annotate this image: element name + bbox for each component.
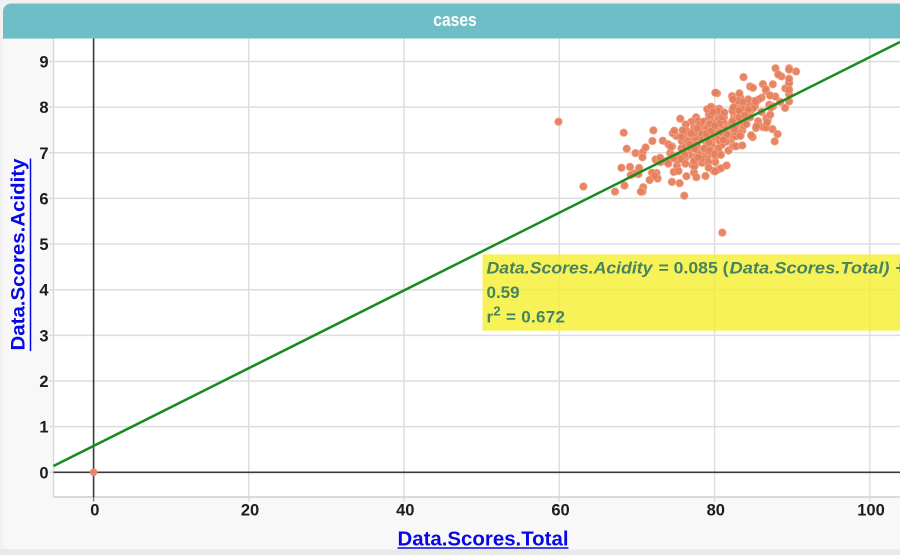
svg-text:8: 8 (39, 99, 48, 117)
svg-text:3: 3 (39, 327, 48, 345)
svg-text:4: 4 (39, 282, 49, 300)
svg-text:20: 20 (241, 502, 259, 520)
svg-text:9: 9 (39, 54, 48, 72)
svg-text:0.59: 0.59 (487, 283, 520, 302)
svg-text:Data.Scores.Acidity: Data.Scores.Acidity (487, 259, 655, 278)
svg-text:r2 = 0.672: r2 = 0.672 (487, 304, 566, 327)
svg-text:+: + (896, 259, 900, 278)
svg-text:= 0.085 (: = 0.085 ( (659, 259, 729, 278)
svg-text:2: 2 (39, 373, 48, 391)
svg-text:5: 5 (39, 236, 48, 254)
svg-text:80: 80 (707, 502, 725, 520)
svg-text:7: 7 (39, 145, 48, 163)
svg-text:1: 1 (39, 419, 48, 437)
svg-text:60: 60 (551, 502, 569, 520)
svg-text:Data.Scores.Total: Data.Scores.Total (398, 529, 569, 551)
svg-text:6: 6 (39, 190, 48, 208)
svg-text:100: 100 (857, 502, 885, 520)
svg-text:Data.Scores.Total): Data.Scores.Total) (730, 259, 890, 278)
svg-text:0: 0 (39, 464, 48, 482)
svg-text:40: 40 (396, 502, 414, 520)
svg-text:Data.Scores.Acidity: Data.Scores.Acidity (8, 158, 30, 350)
svg-text:0: 0 (90, 502, 99, 520)
svg-text:cases: cases (433, 10, 477, 30)
